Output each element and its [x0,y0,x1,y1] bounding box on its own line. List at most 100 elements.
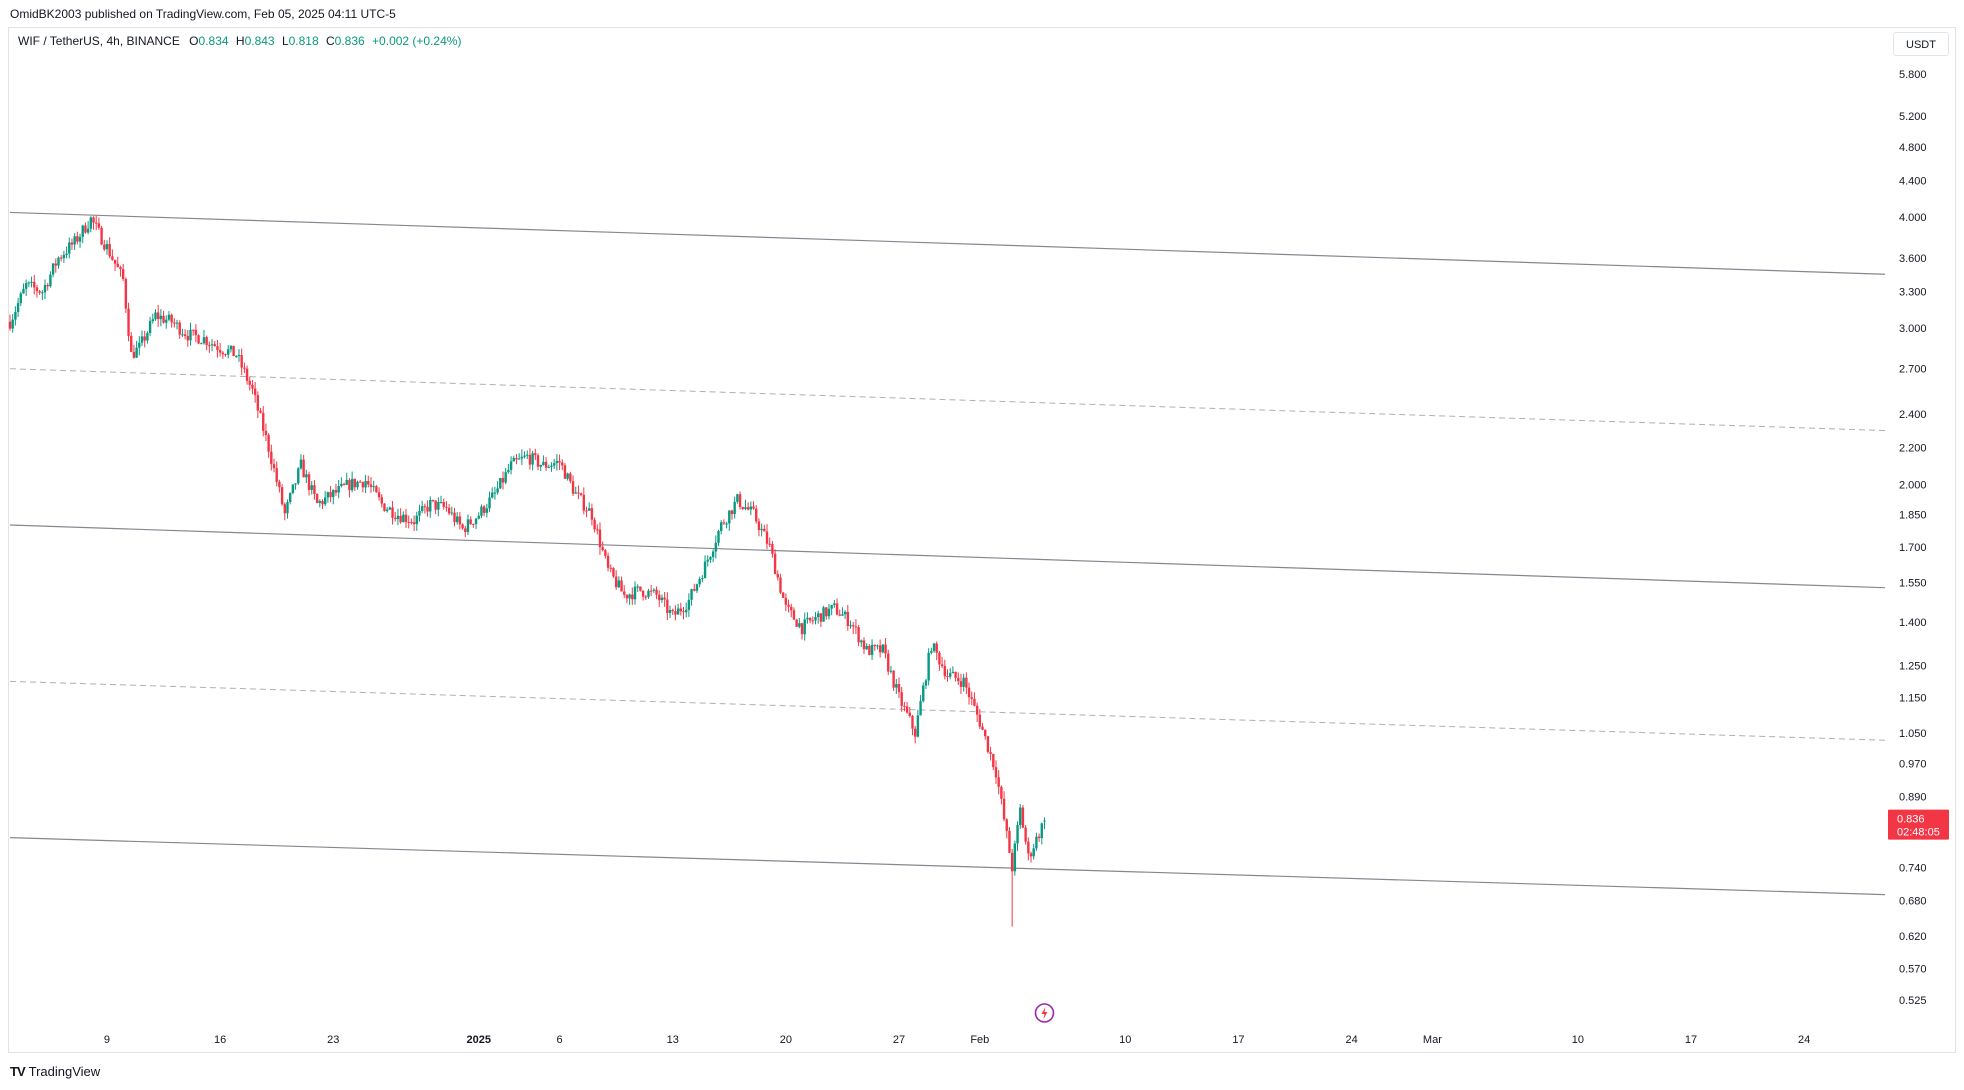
candle-body [676,608,680,615]
candle [943,659,947,680]
currency-selector[interactable]: USDT [1893,32,1949,56]
candle [127,302,130,342]
candle-body [539,465,542,467]
candle-body [326,492,330,498]
candle [728,510,731,531]
candle [547,464,550,469]
candle [1029,851,1033,863]
price-axis[interactable]: 5.800 5.200 4.800 4.400 4.000 3.600 3.300 3.000… [1899,69,1927,1007]
candle [181,328,184,337]
candle [97,217,101,230]
candle [895,678,898,695]
candle [711,549,715,563]
tradingview-logo[interactable]: TV TradingView [10,1064,100,1079]
candle-body [14,312,17,320]
candle [466,514,470,536]
candle-body [760,528,763,531]
candle [892,670,895,691]
candle [318,499,322,508]
candle [927,648,930,686]
candle [113,259,117,271]
candle [210,339,214,352]
candle [380,494,383,508]
candle-body [860,640,863,643]
symbol-name[interactable]: WIF / TetherUS, 4h, BINANCE [18,34,180,48]
candle [202,329,206,345]
candle-body [536,455,540,467]
candle [957,672,960,685]
candle-body [755,508,758,522]
candle-body [297,468,300,484]
candle-body [43,285,47,293]
candle-body [779,577,782,593]
candle [76,231,79,245]
candle-body [843,611,847,615]
candle-body [633,586,637,600]
candle-body [876,645,879,647]
candle [852,622,855,634]
time-tick-label: 10 [1119,1034,1131,1046]
candle [814,612,817,625]
candle-body [900,692,903,706]
candle-body [156,312,160,320]
candle-body [596,529,599,531]
candle [736,493,739,504]
candle-body [574,492,577,494]
candle-body [631,594,634,600]
candle [709,556,712,563]
candle-body [218,349,222,353]
candle-body [248,380,251,385]
candle-body [852,625,855,627]
candle [722,519,726,525]
candle-body [288,493,292,503]
candle-body [116,263,119,268]
candle-body [658,594,661,601]
candle-body [294,483,297,485]
candle-body [167,314,171,320]
candle-body [776,574,779,578]
candle [259,407,262,414]
candle-body [792,610,796,620]
candle [81,224,84,244]
candle-body [614,576,618,588]
candle [221,350,225,359]
time-axis[interactable]: 9 16 23 2025 6 13 20 27 Feb 10 17 24 Mar 10 17 24 [104,1034,1810,1046]
high-value: 0.843 [244,34,275,48]
candle [900,686,903,712]
candle-body [800,623,804,635]
candle [442,498,445,510]
open-value: 0.834 [198,34,229,48]
candle-body [442,502,445,507]
candle [698,576,701,588]
candle [733,496,736,519]
candle [227,345,230,359]
candle [676,603,680,615]
candle [491,487,494,499]
candle-body [493,492,497,494]
candle-body [132,351,136,358]
candle [639,586,642,592]
candle-body [1002,798,1006,820]
candle-body [725,523,728,525]
candle-body [485,508,489,513]
candle-body [394,517,397,519]
candle-body [830,605,833,609]
candle-body [323,497,327,505]
candle [146,331,149,344]
candles [8,215,1046,927]
candle [973,692,976,707]
candle-body [458,516,462,525]
flash-icon[interactable] [1034,1003,1055,1023]
candle [165,315,168,329]
price-tick-label: 1.700 [1899,542,1927,554]
candle-body [256,395,260,411]
candle [534,448,537,461]
candle [208,341,211,353]
candle [905,701,909,714]
candle [833,600,836,608]
candle [714,535,718,559]
candle [946,669,949,682]
candle-body [445,506,448,508]
candle-body [275,468,278,482]
